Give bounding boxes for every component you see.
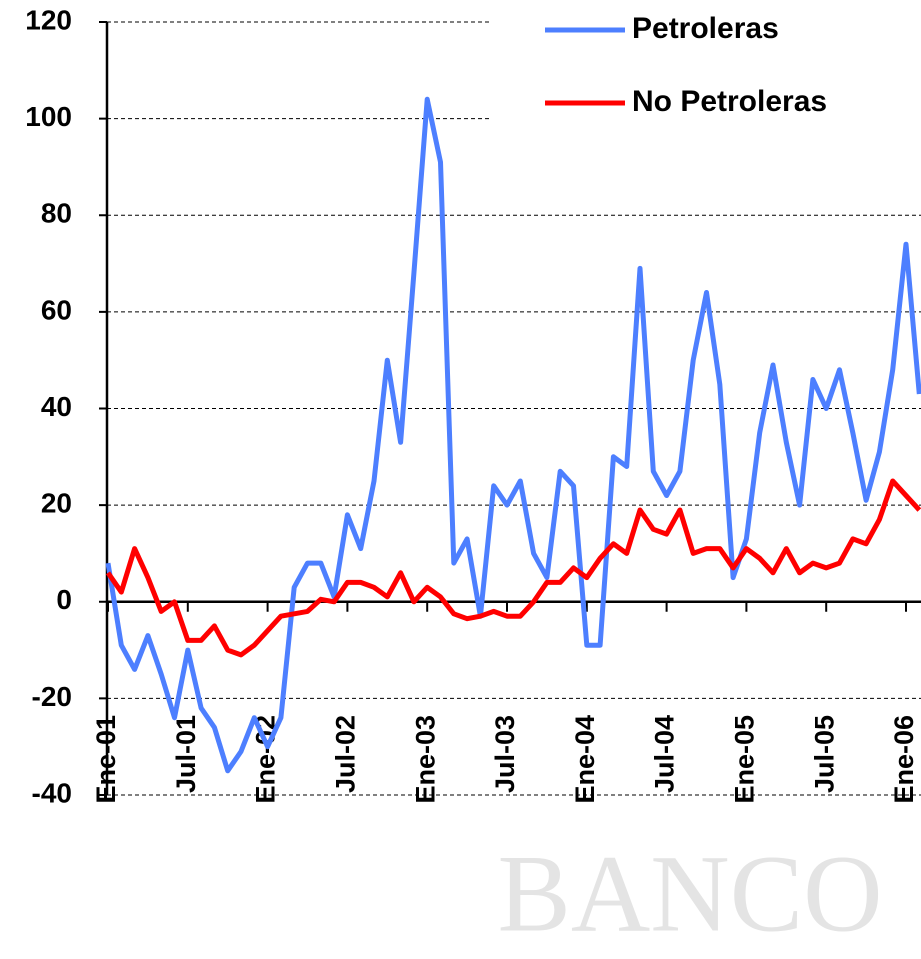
y-tick-label: -20 bbox=[32, 681, 72, 712]
x-tick-label: Ene-03 bbox=[410, 715, 440, 804]
y-tick-label: 0 bbox=[56, 584, 72, 615]
x-tick-label: Jul-05 bbox=[809, 715, 839, 793]
legend-background bbox=[490, 5, 921, 135]
series-line bbox=[105, 478, 921, 658]
x-tick-label: Ene-04 bbox=[570, 715, 600, 804]
x-tick-label: Jul-01 bbox=[171, 715, 201, 793]
y-tick-label: 40 bbox=[41, 391, 72, 422]
y-tick-label: 120 bbox=[25, 4, 72, 35]
x-tick-label: Jul-04 bbox=[650, 715, 680, 793]
legend-label: No Petroleras bbox=[632, 85, 827, 118]
x-tick-label: Jul-03 bbox=[490, 715, 520, 793]
legend-label: Petroleras bbox=[632, 12, 779, 45]
y-tick-label: 20 bbox=[41, 488, 72, 519]
y-tick-label: 60 bbox=[41, 294, 72, 325]
x-tick-label: Ene-06 bbox=[889, 715, 919, 804]
series-line bbox=[105, 96, 921, 774]
y-tick-label: -40 bbox=[32, 777, 72, 808]
x-tick-label: Ene-01 bbox=[91, 715, 121, 804]
x-tick-label: Jul-02 bbox=[331, 715, 361, 793]
y-tick-label: 80 bbox=[41, 198, 72, 229]
y-tick-label: 100 bbox=[25, 101, 72, 132]
watermark: BANCO bbox=[497, 832, 882, 954]
x-tick-label: Ene-05 bbox=[730, 715, 760, 804]
